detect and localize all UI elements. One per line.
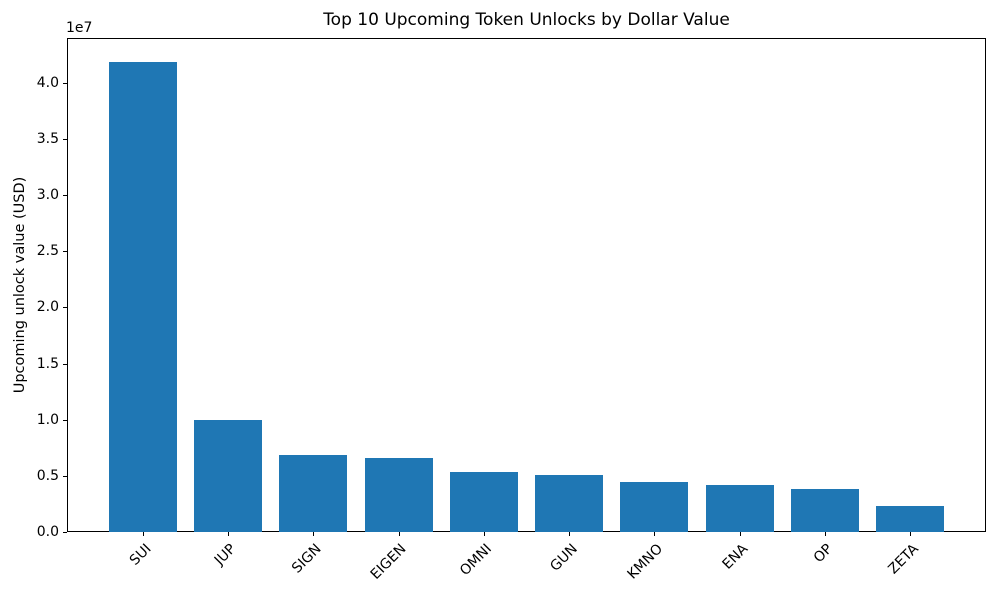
y-tick-mark xyxy=(63,82,67,84)
x-tick-label-text: OMNI xyxy=(457,541,496,579)
x-tick-mark xyxy=(910,532,912,536)
y-tick-label: 1.5 xyxy=(36,355,59,372)
y-tick-label: 4.0 xyxy=(36,74,59,91)
plot-area xyxy=(67,38,986,532)
y-tick-label: 1.0 xyxy=(36,411,59,428)
y-tick-label: 2.0 xyxy=(36,299,59,316)
bar-OP xyxy=(790,489,859,532)
y-tick-mark xyxy=(63,363,67,365)
x-tick-mark xyxy=(142,532,144,536)
x-tick-mark xyxy=(654,532,656,536)
y-tick-mark xyxy=(63,532,67,533)
bar-OMNI xyxy=(449,472,518,532)
x-tick-label-text: JUP xyxy=(211,541,240,569)
y-tick-mark xyxy=(63,251,67,253)
bar-SUI xyxy=(108,61,177,532)
y-tick-label: 0.5 xyxy=(36,467,59,484)
x-tick-label-text: ENA xyxy=(719,541,751,573)
bar-GUN xyxy=(535,474,604,532)
x-tick-label-text: KMNO xyxy=(624,541,666,583)
x-tick-label-text: OP xyxy=(811,541,837,567)
y-axis-offset-text: 1e7 xyxy=(66,20,93,36)
bar-KMNO xyxy=(620,482,689,532)
x-tick-mark xyxy=(398,532,400,536)
x-tick-label-text: SIGN xyxy=(289,541,325,577)
x-tick-mark xyxy=(824,532,826,536)
x-tick-label-text: SUI xyxy=(126,541,155,569)
y-tick-label: 0.0 xyxy=(36,524,59,540)
x-tick-label-text: GUN xyxy=(546,541,581,575)
bar-ENA xyxy=(705,485,774,532)
y-tick-mark xyxy=(63,419,67,421)
y-tick-mark xyxy=(63,475,67,477)
y-tick-mark xyxy=(63,139,67,141)
y-tick-label: 2.5 xyxy=(36,243,59,260)
y-tick-mark xyxy=(63,307,67,309)
x-tick-label-text: ZETA xyxy=(885,541,922,578)
bar-ZETA xyxy=(876,506,945,532)
y-tick-label: 3.0 xyxy=(36,187,59,204)
bar-EIGEN xyxy=(364,458,433,532)
x-tick-label-text: EIGEN xyxy=(368,541,410,583)
bar-SIGN xyxy=(279,455,348,532)
y-tick-mark xyxy=(63,195,67,197)
bar-JUP xyxy=(194,419,263,532)
x-tick-mark xyxy=(228,532,230,536)
x-tick-mark xyxy=(483,532,485,536)
x-tick-mark xyxy=(313,532,315,536)
y-tick-label: 3.5 xyxy=(36,131,59,148)
x-tick-mark xyxy=(739,532,741,536)
x-tick-mark xyxy=(569,532,571,536)
chart-title: Top 10 Upcoming Token Unlocks by Dollar … xyxy=(323,10,730,30)
